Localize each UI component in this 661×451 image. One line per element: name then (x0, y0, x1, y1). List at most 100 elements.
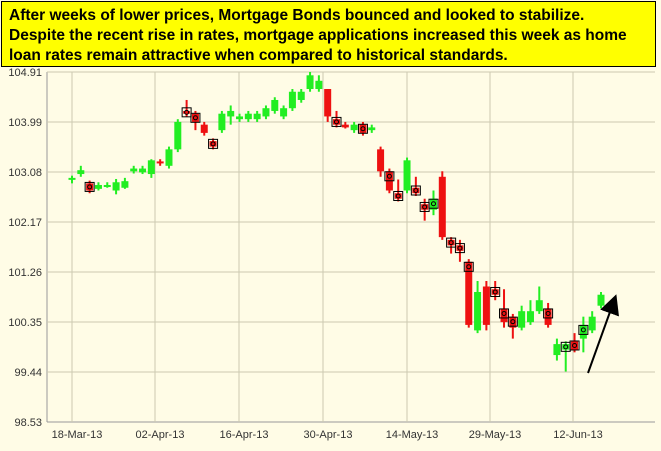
y-tick-label: 104.91 (8, 67, 42, 79)
candle-body (112, 182, 120, 191)
x-tick-label: 14-May-13 (386, 429, 439, 441)
candle-body (253, 113, 261, 120)
candle (588, 311, 596, 334)
y-tick-label: 102.17 (8, 217, 42, 229)
signal-marker (454, 243, 465, 254)
candle (454, 239, 465, 262)
candle-body (438, 176, 446, 238)
signal-dot (572, 342, 578, 348)
candle (227, 105, 235, 125)
signal-marker (543, 308, 554, 319)
candle (518, 305, 526, 331)
signal-dot (448, 240, 454, 246)
candle-body (306, 75, 314, 90)
signal-dot (87, 184, 93, 190)
candle (130, 165, 138, 174)
candle (526, 300, 534, 325)
candle (236, 113, 244, 122)
x-tick-label: 29-May-13 (469, 429, 522, 441)
candle (331, 110, 342, 128)
candle-body (526, 311, 534, 323)
candle (103, 182, 111, 188)
candle (463, 259, 474, 328)
candle-body (571, 341, 579, 350)
candle (384, 168, 395, 194)
candle-body (183, 110, 191, 114)
x-tick-label: 18-Mar-13 (52, 429, 103, 441)
candle-body (544, 308, 552, 325)
candle-body (350, 124, 358, 131)
candle (244, 110, 252, 122)
candle-body (368, 127, 376, 131)
candle (68, 175, 76, 184)
y-tick-label: 99.44 (14, 367, 42, 379)
candle-body (227, 110, 235, 117)
candle (350, 121, 358, 133)
callout-line-3: loan rates remain attractive when compar… (9, 47, 508, 64)
candle-body (341, 124, 349, 128)
candle-body (394, 193, 402, 199)
candle (377, 146, 385, 177)
candle (403, 157, 411, 194)
candle (368, 124, 376, 133)
candle-body (482, 286, 490, 325)
y-axis: 98.53 99.44 100.35 101.26 102.17 103.08 103.99… (8, 67, 42, 429)
candle (507, 313, 518, 339)
candle-body (244, 113, 252, 120)
callout-line-1: After weeks of lower prices, Mortgage Bo… (9, 7, 585, 24)
candle-body (315, 80, 323, 90)
candle (271, 97, 279, 114)
candle (543, 302, 554, 328)
candle-body (209, 141, 217, 147)
signal-dot (466, 264, 472, 270)
candle-body (588, 316, 596, 331)
candle-body (597, 294, 605, 306)
signal-marker (569, 340, 580, 351)
x-tick-label: 02-Apr-13 (136, 429, 185, 441)
candle (315, 75, 323, 92)
candle (482, 281, 490, 331)
signal-dot (395, 193, 401, 199)
candle (94, 182, 102, 191)
signal-dot (360, 126, 366, 132)
grid-lines (46, 71, 655, 423)
signal-dot (192, 115, 198, 121)
callout-line-2: Despite the recent rise in rates, mortga… (9, 27, 627, 44)
candle-body (403, 160, 411, 191)
signal-dot (563, 344, 569, 350)
candle-body (103, 185, 111, 188)
signal-marker (84, 181, 95, 192)
candle (253, 110, 261, 122)
candle (569, 333, 580, 353)
candle-body (130, 168, 138, 172)
candle (560, 341, 571, 372)
signal-marker (428, 198, 439, 209)
signal-marker (208, 138, 219, 149)
signal-dot (545, 310, 551, 316)
candle (139, 165, 147, 175)
candle-body (518, 311, 526, 328)
candle-body (465, 261, 473, 325)
candle (200, 121, 208, 136)
signal-marker (446, 237, 457, 248)
signal-marker (331, 116, 342, 127)
signal-marker (499, 308, 510, 319)
signal-dot (501, 310, 507, 316)
trend-arrow (587, 294, 619, 374)
candle-body (359, 124, 367, 133)
candle-body (491, 289, 499, 295)
y-tick-label: 100.35 (8, 317, 42, 329)
x-tick-label: 12-Jun-13 (553, 429, 603, 441)
signal-dot (492, 289, 498, 295)
candle (393, 179, 404, 202)
candle-body (456, 245, 464, 251)
candle-body (191, 113, 199, 122)
candle (147, 159, 155, 178)
candle (419, 198, 430, 221)
candle-body (86, 183, 94, 191)
candle-body (429, 198, 437, 210)
candle (306, 72, 314, 92)
candle-body (77, 170, 85, 175)
candle-body (447, 239, 455, 246)
candle (535, 286, 543, 314)
